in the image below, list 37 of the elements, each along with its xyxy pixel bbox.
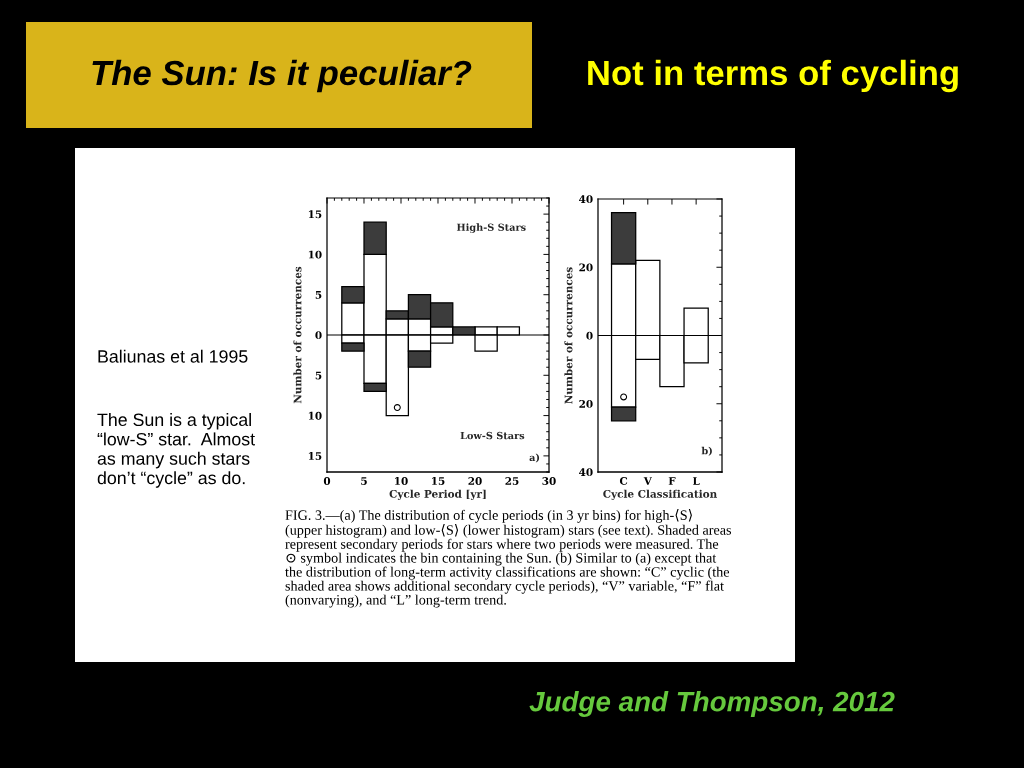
y-axis-title: Number of occurrences xyxy=(293,266,302,404)
text: Not in terms of cycling xyxy=(588,59,958,93)
y-tick-label: 0 xyxy=(586,331,593,340)
caption: FIG. 3.—(a) The distribution of cycle periods (in 3 yr bins) for high-⟨S⟩ (upper histogram) and low-⟨S⟩ (lower histogram) stars (see text). Shaded areas represent secondary periods for stars where two periods were measured. The ⊙ symbol indicates the bin containing the Sun. (b) Similar to (a) except that the distribution of long-term activity classifications are shown: “C” cyclic (the shaded area shows additional secondary cycle periods), “V” variable, “F” flat (nonvarying), and “L” long-term trend. xyxy=(285,509,732,608)
y-tick-label: 10 xyxy=(308,250,322,259)
x-tick-label: L xyxy=(692,477,700,485)
x-tick-label: 5 xyxy=(361,477,367,485)
y-tick-label: 5 xyxy=(315,291,322,299)
annotation: Low-S Stars xyxy=(460,431,525,440)
y-tick-label: 5 xyxy=(315,371,322,380)
y-tick-label: 40 xyxy=(579,195,593,204)
x-tick-label: F xyxy=(668,477,676,485)
text: The Sun: Is it peculiar? xyxy=(92,59,472,93)
x-tick-label: 25 xyxy=(505,477,519,485)
x-axis-title: Cycle Classification xyxy=(603,489,717,500)
x-tick-label: 0 xyxy=(323,477,331,485)
y-tick-label: 20 xyxy=(579,263,593,272)
annotation: b) xyxy=(701,446,712,456)
annotation: High-S Stars xyxy=(456,223,526,233)
y-tick-label: 0 xyxy=(315,331,322,340)
x-tick-label: 30 xyxy=(542,477,556,485)
y-tick-label: 20 xyxy=(579,399,593,408)
x-axis-title: Cycle Period [yr] xyxy=(389,489,486,500)
x-tick-label: 15 xyxy=(432,477,445,485)
x-tick-label: V xyxy=(643,477,652,485)
x-tick-label: C xyxy=(619,477,628,485)
x-tick-label: 10 xyxy=(395,477,408,485)
text: Judge and Thompson, 2012 xyxy=(529,691,895,717)
text: Baliunas et al 1995 xyxy=(98,349,248,363)
annotation: a) xyxy=(529,453,540,463)
y-tick-label: 15 xyxy=(308,210,322,219)
y-tick-label: 10 xyxy=(308,411,322,420)
y-tick-label: 15 xyxy=(308,452,322,460)
text: The Sun is a typical “low-S” star. Almost as many such stars don’t “cycle” as do. xyxy=(97,413,255,488)
y-tick-label: 40 xyxy=(579,468,593,477)
y-axis-title: Number of occurrences xyxy=(564,267,573,404)
x-tick-label: 20 xyxy=(468,477,482,485)
